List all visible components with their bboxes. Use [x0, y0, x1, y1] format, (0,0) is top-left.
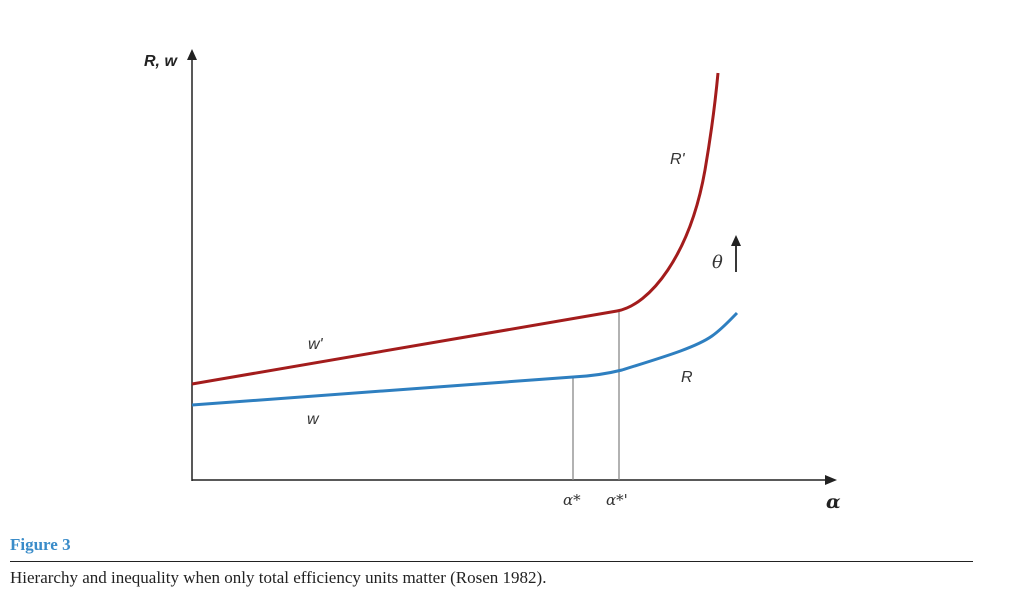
x-axis-arrow-icon: [825, 475, 837, 485]
tick-alpha-star: α*: [563, 491, 581, 509]
figure-caption-title: Figure 3: [10, 535, 71, 554]
curve-w-prime-R-prime: [191, 72, 720, 386]
figure-diagram: R, w α w' w R' R α* α*' θ: [144, 49, 841, 513]
figure-caption-text: Hierarchy and inequality when only total…: [10, 568, 547, 587]
tick-alpha-star-prime: α*': [606, 491, 628, 509]
caption-divider: [10, 561, 973, 562]
x-axis-label: α: [826, 491, 841, 513]
label-w-prime: w': [308, 336, 324, 353]
label-R: R: [681, 369, 693, 386]
label-w: w: [307, 411, 320, 428]
y-axis-arrow-icon: [187, 49, 197, 60]
curve-w-R: [191, 311, 739, 407]
label-R-prime: R': [670, 151, 686, 168]
theta-up-arrow-icon: [731, 235, 741, 246]
y-axis-label: R, w: [144, 53, 178, 70]
theta-symbol: θ: [712, 252, 723, 273]
